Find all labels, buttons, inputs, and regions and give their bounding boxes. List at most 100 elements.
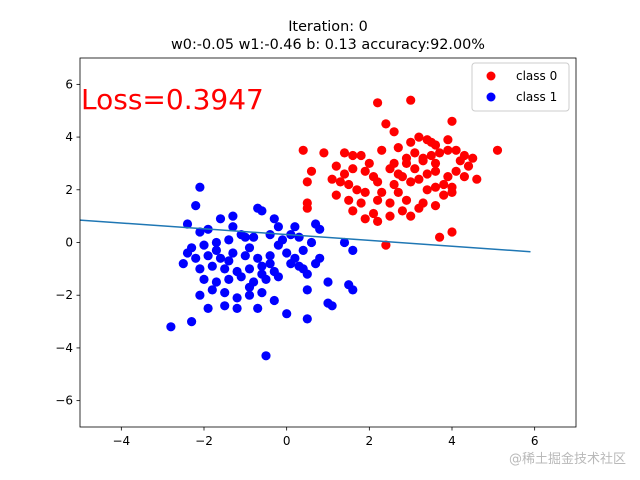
class-1-point-15	[199, 240, 209, 250]
class-1-point-78	[228, 222, 238, 232]
class-1-point-68	[232, 303, 242, 313]
class-0-point-50	[406, 177, 416, 187]
class-0-point-20	[319, 148, 329, 158]
x-tick-label: 2	[366, 434, 374, 448]
class-1-point-46	[211, 277, 221, 287]
class-1-point-77	[290, 253, 300, 263]
class-1-point-83	[257, 269, 267, 279]
class-1-point-66	[203, 303, 213, 313]
class-0-point-31	[468, 153, 478, 163]
class-0-point-13	[451, 145, 461, 155]
class-0-point-40	[306, 166, 317, 176]
class-1-point-58	[220, 288, 230, 298]
class-0-point-39	[463, 161, 474, 171]
class-0-point-34	[360, 166, 370, 176]
class-1-point-67	[220, 301, 230, 311]
class-0-point-79	[373, 216, 383, 226]
class-0-point-27	[401, 158, 412, 168]
class-0-point-89	[414, 174, 424, 184]
class-1-point-86	[273, 240, 283, 250]
y-tick-label: −4	[55, 341, 73, 355]
class-1-point-75	[178, 259, 188, 269]
class-1-point-51	[273, 272, 283, 282]
class-0-point-15	[443, 145, 453, 155]
class-0-point-69	[430, 201, 441, 211]
class-1-point-89	[244, 282, 255, 292]
class-0-point-32	[331, 161, 341, 171]
class-0-point-28	[418, 153, 428, 163]
class-1-point-1	[191, 201, 201, 211]
class-0-point-87	[426, 150, 436, 161]
class-0-point-59	[422, 185, 432, 195]
class-0-point-11	[393, 143, 403, 153]
chart-title-line1: Iteration: 0	[288, 19, 368, 35]
class-1-point-9	[269, 214, 279, 224]
class-1-point-36	[195, 264, 205, 274]
class-0-point-84	[381, 240, 391, 250]
class-0-point-9	[406, 137, 416, 147]
class-0-point-66	[385, 198, 395, 208]
class-1-point-69	[253, 303, 263, 313]
class-1-point-88	[224, 256, 234, 266]
class-1-point-26	[191, 253, 201, 263]
x-tick-label: 4	[448, 434, 456, 448]
class-0-point-41	[339, 169, 350, 179]
class-0-point-19	[298, 145, 308, 155]
class-1-point-65	[327, 301, 337, 311]
class-1-point-62	[269, 295, 279, 306]
class-1-point-34	[298, 245, 308, 255]
class-1-point-73	[187, 317, 197, 327]
class-0-point-36	[410, 164, 420, 174]
class-1-point-2	[182, 219, 193, 229]
class-1-point-16	[211, 237, 221, 248]
class-0-point-2	[381, 119, 391, 129]
watermark: @稀土掘金技术社区	[509, 451, 626, 467]
class-0-point-49	[389, 179, 399, 190]
class-1-point-87	[315, 253, 325, 263]
class-0-point-58	[393, 187, 403, 197]
class-1-point-19	[249, 232, 259, 242]
legend-marker-class-1	[486, 92, 496, 102]
class-0-point-35	[385, 164, 395, 174]
class-0-point-80	[302, 198, 312, 208]
class-0-point-1	[406, 95, 416, 105]
class-0-point-64	[356, 198, 366, 208]
class-1-point-61	[257, 288, 267, 298]
class-1-point-41	[257, 261, 267, 271]
class-1-point-70	[282, 309, 292, 319]
class-0-point-8	[443, 135, 453, 145]
class-0-point-86	[393, 169, 403, 179]
y-tick-label: −2	[55, 288, 73, 302]
class-1-point-6	[228, 211, 238, 221]
class-1-point-48	[236, 272, 246, 282]
class-0-point-47	[472, 174, 482, 184]
class-1-point-56	[195, 290, 205, 300]
x-tick-label: 0	[283, 434, 291, 448]
class-1-point-71	[302, 314, 312, 324]
class-0-point-48	[373, 177, 383, 187]
class-1-point-85	[211, 245, 221, 255]
y-tick-label: −6	[55, 394, 73, 408]
class-0-point-56	[360, 187, 370, 197]
y-tick-label: 6	[65, 77, 73, 91]
class-0-point-22	[348, 150, 358, 161]
plot-area	[80, 58, 576, 427]
class-1-point-28	[215, 253, 226, 263]
x-tick-label: −2	[195, 434, 213, 448]
y-tick-label: 2	[65, 183, 73, 197]
class-1-point-20	[265, 230, 275, 240]
class-0-point-37	[430, 166, 441, 176]
class-1-point-29	[228, 248, 238, 258]
class-0-point-17	[410, 148, 420, 158]
data-layer	[79, 95, 531, 361]
class-1-point-79	[265, 259, 275, 269]
class-0-point-51	[439, 179, 449, 190]
class-0-point-83	[435, 232, 445, 242]
class-1-point-84	[298, 264, 308, 274]
class-0-point-44	[422, 169, 432, 179]
class-0-point-12	[377, 145, 387, 155]
class-1-point-3	[195, 227, 205, 237]
class-1-point-63	[302, 285, 312, 295]
class-0-point-77	[406, 211, 416, 221]
class-1-point-10	[273, 222, 283, 232]
